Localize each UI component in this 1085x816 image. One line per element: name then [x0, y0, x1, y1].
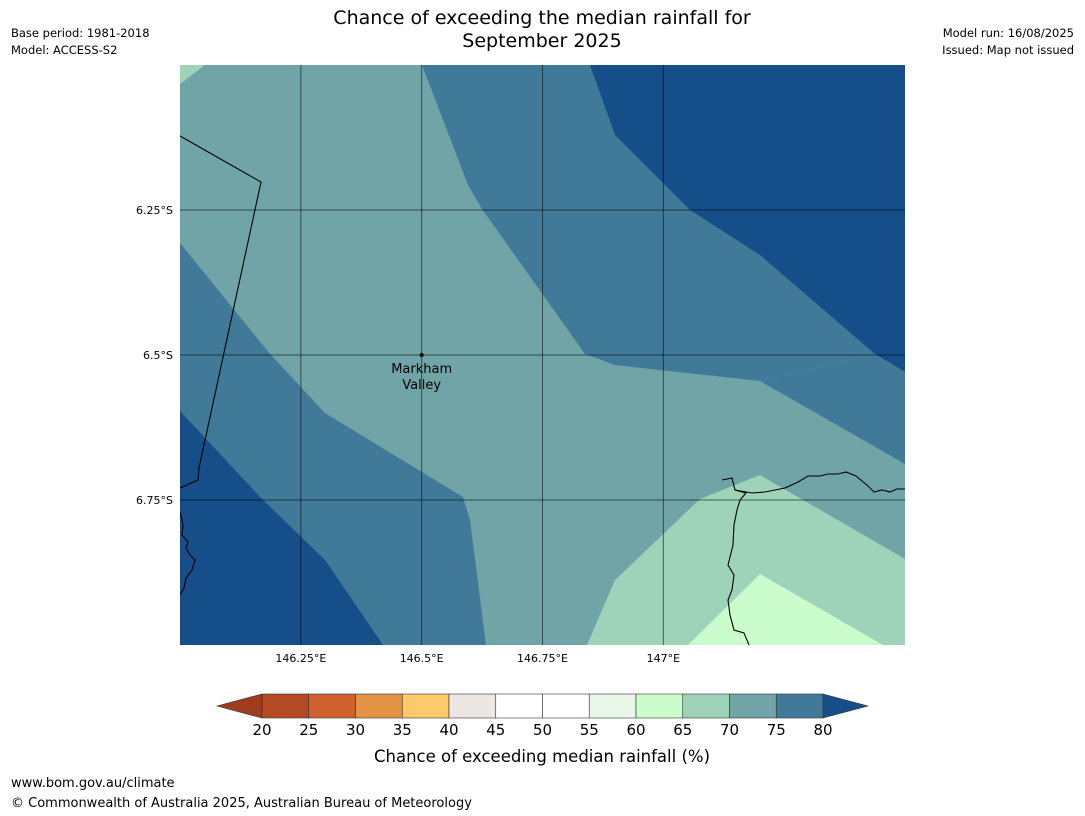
colorbar-swatch: [448, 693, 497, 719]
footer-copyright: © Commonwealth of Australia 2025, Austra…: [11, 796, 472, 811]
colorbar-tick-label: 50: [533, 721, 552, 739]
model-run: Model run: 16/08/2025: [942, 26, 1074, 40]
coastlines: [180, 135, 905, 645]
zone-65-70-southeast: [587, 475, 905, 645]
lat-tick-label: 6.25°S: [136, 204, 173, 217]
base-period: Base period: 1981-2018: [11, 26, 150, 40]
colorbar-extend-low: [215, 693, 263, 719]
colorbar-swatch: [355, 693, 403, 719]
colorbar-tick-label: 45: [486, 721, 505, 739]
place-label-line-1: Markham: [391, 362, 452, 377]
colorbar-tick-label: 65: [673, 721, 692, 739]
zone-80-southwest: [180, 411, 383, 645]
zone-75-80-east: [760, 354, 905, 464]
lon-tick-label: 146.25°E: [275, 652, 326, 665]
lon-tick-label: 147°E: [647, 652, 680, 665]
zone-80-north: [590, 65, 905, 372]
colorbar-swatch: [775, 693, 824, 719]
title-line-1: Chance of exceeding the median rainfall …: [333, 7, 751, 29]
longitude-labels: 146.25°E 146.5°E 146.75°E 147°E: [275, 652, 680, 665]
colorbar-tick-label: 60: [626, 721, 645, 739]
border-line: [180, 135, 262, 489]
colorbar: 20 25 30 35 40 45 50 55 60 65 70 75 80: [215, 693, 870, 739]
colorbar-tick-label: 70: [720, 721, 739, 739]
colorbar-tick-label: 75: [767, 721, 786, 739]
colorbar-swatch: [588, 693, 637, 719]
colorbar-tick-label: 55: [580, 721, 599, 739]
colorbar-swatch: [729, 693, 777, 719]
footer-url: www.bom.gov.au/climate: [11, 776, 175, 791]
meta-right: Model run: 16/08/2025 Issued: Map not is…: [942, 25, 1074, 59]
title-line-2: September 2025: [462, 30, 622, 52]
colorbar-tick-label: 35: [393, 721, 412, 739]
place-label-line-2: Valley: [402, 378, 441, 393]
colorbar-swatch: [495, 693, 543, 719]
colorbar-swatch: [682, 693, 730, 719]
meta-left: Base period: 1981-2018 Model: ACCESS-S2: [11, 25, 150, 59]
graticule: [180, 65, 905, 645]
latitude-labels: 6.25°S 6.5°S 6.75°S: [136, 204, 173, 507]
colorbar-tick-label: 20: [252, 721, 271, 739]
map-title: Chance of exceeding the median rainfall …: [292, 7, 792, 53]
colorbar-swatch: [308, 693, 356, 719]
colorbar-extend-high: [822, 693, 870, 719]
zone-60-65-southeast: [688, 574, 883, 645]
lat-tick-label: 6.75°S: [136, 494, 173, 507]
lon-tick-label: 146.5°E: [400, 652, 444, 665]
north-coastline: [734, 471, 905, 494]
colorbar-label: Chance of exceeding median rainfall (%): [374, 747, 710, 766]
colorbar-tick-label: 30: [346, 721, 365, 739]
place-marker: [419, 353, 424, 357]
colorbar-swatch: [401, 693, 450, 719]
colorbar-swatch: [542, 693, 590, 719]
west-coastline: [180, 511, 196, 596]
model-name: Model: ACCESS-S2: [11, 43, 118, 57]
lon-tick-label: 146.75°E: [517, 652, 568, 665]
colorbar-tick-label: 40: [439, 721, 458, 739]
colorbar-tick-label: 25: [299, 721, 318, 739]
colorbar-swatch: [635, 693, 684, 719]
issued-status: Issued: Map not issued: [942, 43, 1074, 57]
zone-65-70-corner: [180, 65, 205, 84]
colorbar-swatch: [261, 693, 310, 719]
colorbar-tick-label: 80: [813, 721, 832, 739]
lat-tick-label: 6.5°S: [143, 349, 173, 362]
